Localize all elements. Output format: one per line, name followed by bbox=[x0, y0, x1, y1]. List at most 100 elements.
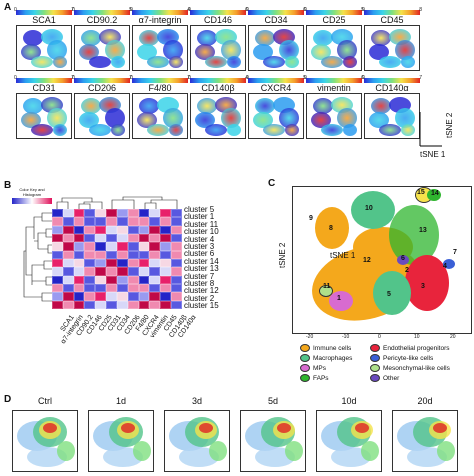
heatmap-cell bbox=[106, 283, 117, 293]
marker-tile-cd25: 0 5 CD25 bbox=[304, 7, 364, 72]
marker-title: CD45 bbox=[380, 15, 404, 25]
heatmap-cell bbox=[138, 292, 150, 301]
cluster-number: 9 bbox=[309, 215, 313, 222]
marker-title: vimentin bbox=[317, 83, 351, 93]
cluster-label: cluster 8 bbox=[184, 279, 215, 288]
heatmap-cell bbox=[62, 217, 74, 226]
color-key-gradient bbox=[12, 198, 52, 204]
heatmap-cell bbox=[95, 283, 107, 293]
colorbar-max: 7 bbox=[129, 75, 132, 81]
heatmap-cell bbox=[149, 225, 161, 234]
legend-label: Mesonchymal-like cells bbox=[383, 364, 450, 372]
heatmap-cell bbox=[84, 283, 96, 293]
cluster-label: cluster 10 bbox=[184, 227, 219, 237]
cluster-label: cluster 13 bbox=[184, 264, 219, 274]
dendrogram-rows bbox=[23, 212, 52, 302]
timepoint-tsne-plot bbox=[88, 410, 154, 472]
heatmap-cell bbox=[127, 275, 139, 284]
timepoint-label: Ctrl bbox=[38, 396, 52, 406]
cluster-number: 4 bbox=[443, 263, 447, 270]
heatmap-cell bbox=[127, 242, 139, 251]
heatmap-cell bbox=[138, 209, 150, 218]
colorbar bbox=[190, 10, 246, 15]
tsne-plot bbox=[190, 25, 246, 71]
legend-label: Macrophages bbox=[313, 354, 353, 362]
timepoint-tsne-plot bbox=[392, 410, 458, 472]
heatmap-cell bbox=[171, 283, 182, 293]
cluster-number: 13 bbox=[419, 227, 427, 234]
x-tick-label: -20 bbox=[306, 334, 314, 340]
heatmap-cell bbox=[138, 217, 150, 226]
heatmap-cell bbox=[116, 300, 128, 309]
heatmap bbox=[52, 209, 182, 309]
heatmap-cell bbox=[149, 250, 161, 259]
heatmap-cell bbox=[52, 300, 63, 309]
heatmap-cell bbox=[95, 225, 107, 234]
heatmap-cell bbox=[52, 233, 63, 243]
heatmap-cell bbox=[52, 258, 63, 268]
legend-item: FAPs bbox=[300, 374, 329, 382]
timepoint-tsne-plot bbox=[240, 410, 306, 472]
colorbar-max: 4 bbox=[245, 75, 248, 81]
heatmap-cell bbox=[84, 217, 96, 226]
colorbar-max: 5 bbox=[361, 7, 364, 13]
heatmap-cell bbox=[160, 225, 172, 234]
heatmap-cell bbox=[149, 209, 161, 218]
heatmap-cell bbox=[160, 217, 172, 226]
legend-item: Macrophages bbox=[300, 354, 352, 362]
legend-item: Mesonchymal-like cells bbox=[370, 364, 450, 372]
tsne-plot bbox=[74, 93, 130, 139]
colorbar-max: 8 bbox=[419, 7, 422, 13]
heatmap-cell bbox=[52, 209, 63, 218]
colorbar-min: 0 bbox=[304, 75, 307, 81]
colorbar bbox=[306, 78, 362, 83]
heatmap-cell bbox=[62, 300, 74, 309]
colorbar-max: 5 bbox=[303, 75, 306, 81]
x-tick-label: -10 bbox=[342, 334, 350, 340]
heatmap-cell bbox=[73, 217, 85, 226]
heatmap-cell bbox=[106, 209, 117, 218]
colorbar-min: 0 bbox=[188, 7, 191, 13]
legend-swatch bbox=[300, 354, 310, 362]
cluster-label: cluster 1 bbox=[184, 212, 215, 222]
heatmap-cell bbox=[160, 242, 172, 251]
heatmap-cell bbox=[138, 225, 150, 234]
heatmap-cell bbox=[62, 250, 74, 259]
cluster-label: cluster 3 bbox=[184, 242, 215, 251]
colorbar-min: 0 bbox=[304, 7, 307, 13]
heatmap-cell bbox=[73, 283, 85, 293]
heatmap-cell bbox=[127, 300, 139, 309]
marker-tile-cd146: 0 6 CD146 bbox=[188, 7, 248, 72]
marker-title: F4/80 bbox=[148, 83, 172, 93]
heatmap-cell bbox=[95, 275, 107, 284]
cluster-number: 7 bbox=[453, 249, 457, 256]
heatmap-cell bbox=[138, 258, 150, 268]
marker-title: CD90.2 bbox=[86, 15, 118, 25]
colorbar-min: 0 bbox=[246, 7, 249, 13]
marker-tile-cd45: 0 8 CD45 bbox=[362, 7, 422, 72]
heatmap-cell bbox=[138, 300, 150, 309]
timepoint-tsne-plot bbox=[12, 410, 78, 472]
heatmap-cell bbox=[138, 283, 150, 293]
heatmap-cell bbox=[73, 292, 85, 301]
heatmap-cell bbox=[171, 300, 182, 309]
heatmap-cell bbox=[116, 209, 128, 218]
colorbar-min: 0 bbox=[72, 75, 75, 81]
marker-title: CD25 bbox=[322, 15, 346, 25]
heatmap-cell bbox=[160, 209, 172, 218]
legend-item: Pericyte-like cells bbox=[370, 354, 433, 362]
cluster-number: 12 bbox=[363, 257, 371, 264]
legend-swatch bbox=[300, 364, 310, 372]
heatmap-cell bbox=[171, 275, 182, 284]
marker-tile-vimentin: 0 6 vimentin bbox=[304, 75, 364, 140]
colorbar bbox=[364, 78, 420, 83]
colorbar-max: 5 bbox=[129, 7, 132, 13]
heatmap-cell bbox=[149, 292, 161, 301]
legend-item: Endothelial progenitors bbox=[370, 344, 450, 352]
heatmap-cell bbox=[149, 242, 161, 251]
heatmap-cell bbox=[116, 250, 128, 259]
heatmap-cell bbox=[127, 258, 139, 268]
colorbar-min: 0 bbox=[14, 75, 17, 81]
colorbar-max: 6 bbox=[303, 7, 306, 13]
tsne-plot bbox=[132, 93, 188, 139]
